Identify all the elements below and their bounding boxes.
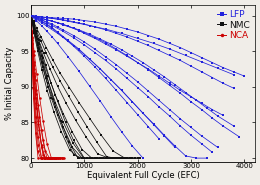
Y-axis label: % Initial Capacity: % Initial Capacity [5, 47, 14, 120]
X-axis label: Equivalent Full Cycle (EFC): Equivalent Full Cycle (EFC) [87, 171, 199, 180]
Legend: LFP, NMC, NCA: LFP, NMC, NCA [216, 9, 251, 41]
